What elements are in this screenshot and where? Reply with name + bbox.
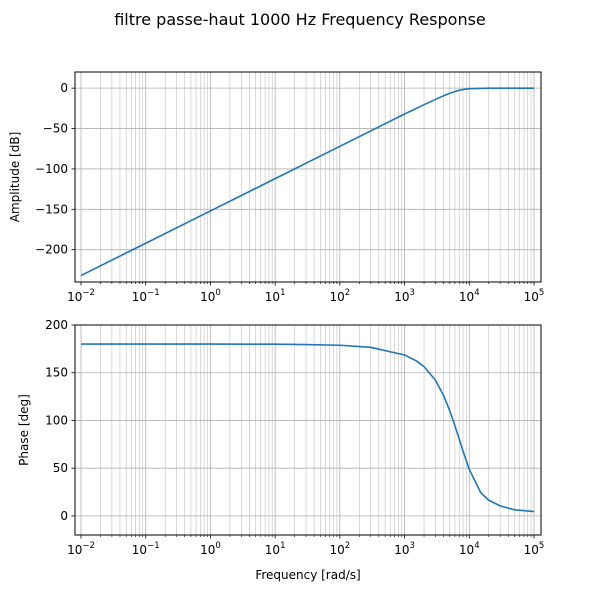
- phase-grid: [75, 324, 541, 535]
- phase-response-line: [81, 343, 535, 513]
- y-tick-label: 200: [45, 318, 68, 332]
- x-tick-label: 101: [265, 541, 286, 557]
- x-tick-label: 102: [330, 288, 351, 304]
- magnitude-y-ticks: 0 −50 −100 −150 −200: [35, 81, 75, 257]
- x-tick-label: 103: [394, 541, 415, 557]
- y-tick-label: −150: [35, 202, 68, 216]
- magnitude-x-ticks: 10−2 10−1 100 101 102 103 104 105: [67, 282, 544, 304]
- magnitude-response-line: [80, 87, 534, 277]
- phase-xlabel: Frequency [rad/s]: [255, 568, 360, 582]
- x-tick-label: 102: [330, 541, 351, 557]
- y-tick-label: −100: [35, 162, 68, 176]
- x-tick-label: 104: [459, 541, 480, 557]
- phase-x-ticks: 10−2 10−1 100 101 102 103 104 105: [67, 535, 544, 557]
- magnitude-ylabel: Amplitude [dB]: [8, 132, 22, 223]
- y-tick-label: 0: [60, 81, 68, 95]
- magnitude-axes-frame: [74, 71, 542, 283]
- phase-axes: 10−2 10−1 100 101 102 103 104 105 050100150200 …: [17, 318, 544, 582]
- x-tick-label: 104: [459, 288, 480, 304]
- x-tick-label: 10−2: [67, 541, 95, 557]
- x-tick-label: 100: [200, 541, 221, 557]
- x-tick-label: 103: [394, 288, 415, 304]
- y-tick-label: 100: [45, 413, 68, 427]
- x-tick-label: 10−1: [132, 541, 160, 557]
- x-tick-label: 105: [524, 541, 545, 557]
- x-tick-label: 101: [265, 288, 286, 304]
- x-tick-label: 10−1: [132, 288, 160, 304]
- magnitude-series: [80, 87, 534, 277]
- y-tick-label: −50: [43, 122, 68, 136]
- figure-title: filtre passe-haut 1000 Hz Frequency Resp…: [114, 10, 486, 29]
- phase-y-ticks: 0 50 100 150 200: [45, 318, 75, 523]
- y-tick-label: −200: [35, 243, 68, 257]
- magnitude-axes: 10−2 10−1 100 101 102 103 104 105 0 −50 −100 −150 −…: [8, 71, 544, 304]
- y-tick-label: 150: [45, 366, 68, 380]
- magnitude-grid: [75, 72, 541, 282]
- y-tick-label: 0: [60, 509, 68, 523]
- y-tick-label: 50: [53, 461, 68, 475]
- x-tick-label: 105: [524, 288, 545, 304]
- phase-series: [81, 343, 535, 513]
- x-tick-label: 100: [200, 288, 221, 304]
- x-tick-label: 10−2: [67, 288, 95, 304]
- phase-ylabel: Phase [deg]: [17, 394, 31, 466]
- phase-axes-frame: [74, 324, 542, 536]
